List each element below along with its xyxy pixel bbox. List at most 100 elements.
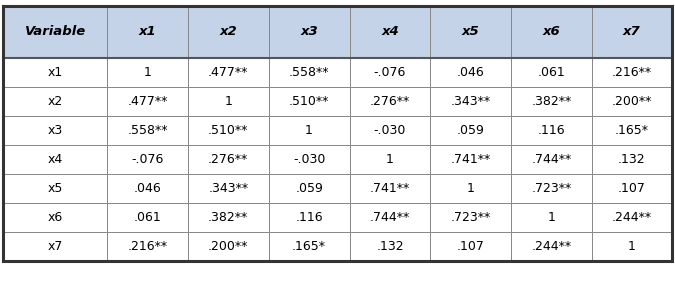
Bar xyxy=(188,203,269,232)
Bar xyxy=(269,232,350,261)
Bar xyxy=(107,116,188,145)
Text: .059: .059 xyxy=(295,182,323,195)
Text: 1: 1 xyxy=(547,211,556,224)
Bar xyxy=(3,232,107,261)
Bar xyxy=(431,145,511,174)
Text: .200**: .200** xyxy=(208,240,248,253)
Text: .165*: .165* xyxy=(615,124,649,137)
Text: .744**: .744** xyxy=(370,211,410,224)
Bar xyxy=(431,6,511,58)
Text: .244**: .244** xyxy=(612,211,652,224)
Bar xyxy=(3,203,107,232)
Text: .558**: .558** xyxy=(127,124,167,137)
Text: 1: 1 xyxy=(224,95,232,108)
Bar xyxy=(592,203,672,232)
Bar xyxy=(3,87,107,116)
Bar xyxy=(107,174,188,203)
Text: -.076: -.076 xyxy=(374,66,406,79)
Text: .061: .061 xyxy=(538,66,566,79)
Text: .382**: .382** xyxy=(208,211,248,224)
Text: .116: .116 xyxy=(295,211,323,224)
Bar xyxy=(350,58,431,87)
Bar xyxy=(592,58,672,87)
Text: 1: 1 xyxy=(628,240,636,253)
Text: .741**: .741** xyxy=(451,153,491,166)
Bar xyxy=(511,174,592,203)
Text: .723**: .723** xyxy=(451,211,491,224)
Bar xyxy=(107,145,188,174)
Text: .046: .046 xyxy=(134,182,161,195)
Bar xyxy=(511,58,592,87)
Text: x1: x1 xyxy=(47,66,63,79)
Text: -.030: -.030 xyxy=(374,124,406,137)
Bar xyxy=(350,6,431,58)
Text: .723**: .723** xyxy=(531,182,572,195)
Bar xyxy=(188,232,269,261)
Bar xyxy=(269,174,350,203)
Bar xyxy=(269,6,350,58)
Text: x5: x5 xyxy=(47,182,63,195)
Bar xyxy=(592,6,672,58)
Bar xyxy=(431,87,511,116)
Bar xyxy=(431,58,511,87)
Text: x6: x6 xyxy=(47,211,63,224)
Text: .510**: .510** xyxy=(208,124,248,137)
Bar xyxy=(511,6,592,58)
Bar xyxy=(3,145,107,174)
Text: x7: x7 xyxy=(623,25,641,38)
Bar xyxy=(350,174,431,203)
Text: .216**: .216** xyxy=(128,240,167,253)
Bar xyxy=(188,116,269,145)
Bar xyxy=(107,203,188,232)
Bar xyxy=(431,116,511,145)
Text: x2: x2 xyxy=(47,95,63,108)
Bar xyxy=(269,203,350,232)
Text: .276**: .276** xyxy=(208,153,248,166)
Text: x4: x4 xyxy=(381,25,399,38)
Text: .132: .132 xyxy=(376,240,404,253)
Text: x3: x3 xyxy=(47,124,63,137)
Bar xyxy=(3,174,107,203)
Text: .276**: .276** xyxy=(370,95,410,108)
Bar xyxy=(592,145,672,174)
Text: x6: x6 xyxy=(543,25,560,38)
Bar xyxy=(188,6,269,58)
Bar xyxy=(188,58,269,87)
Bar xyxy=(511,116,592,145)
Text: .132: .132 xyxy=(618,153,646,166)
Text: x2: x2 xyxy=(219,25,237,38)
Bar xyxy=(592,174,672,203)
Text: .558**: .558** xyxy=(289,66,329,79)
Text: .107: .107 xyxy=(618,182,646,195)
Text: 1: 1 xyxy=(305,124,313,137)
Bar xyxy=(269,145,350,174)
Bar xyxy=(269,116,350,145)
Bar xyxy=(431,232,511,261)
Text: Variable: Variable xyxy=(24,25,86,38)
Text: x1: x1 xyxy=(138,25,156,38)
Bar xyxy=(350,87,431,116)
Bar xyxy=(107,6,188,58)
Bar xyxy=(350,116,431,145)
Text: .477**: .477** xyxy=(127,95,167,108)
Bar xyxy=(511,145,592,174)
Text: .046: .046 xyxy=(457,66,485,79)
Bar xyxy=(511,203,592,232)
Bar xyxy=(431,174,511,203)
Text: .165*: .165* xyxy=(292,240,326,253)
Text: .741**: .741** xyxy=(370,182,410,195)
Text: x7: x7 xyxy=(47,240,63,253)
Text: -.030: -.030 xyxy=(293,153,325,166)
Bar xyxy=(269,87,350,116)
Bar xyxy=(350,232,431,261)
Bar xyxy=(3,116,107,145)
Bar xyxy=(431,203,511,232)
Bar xyxy=(3,6,107,58)
Bar xyxy=(3,58,107,87)
Text: .382**: .382** xyxy=(531,95,572,108)
Text: 1: 1 xyxy=(144,66,151,79)
Text: .059: .059 xyxy=(457,124,485,137)
Text: x5: x5 xyxy=(462,25,480,38)
Bar xyxy=(592,232,672,261)
Text: .343**: .343** xyxy=(208,182,248,195)
